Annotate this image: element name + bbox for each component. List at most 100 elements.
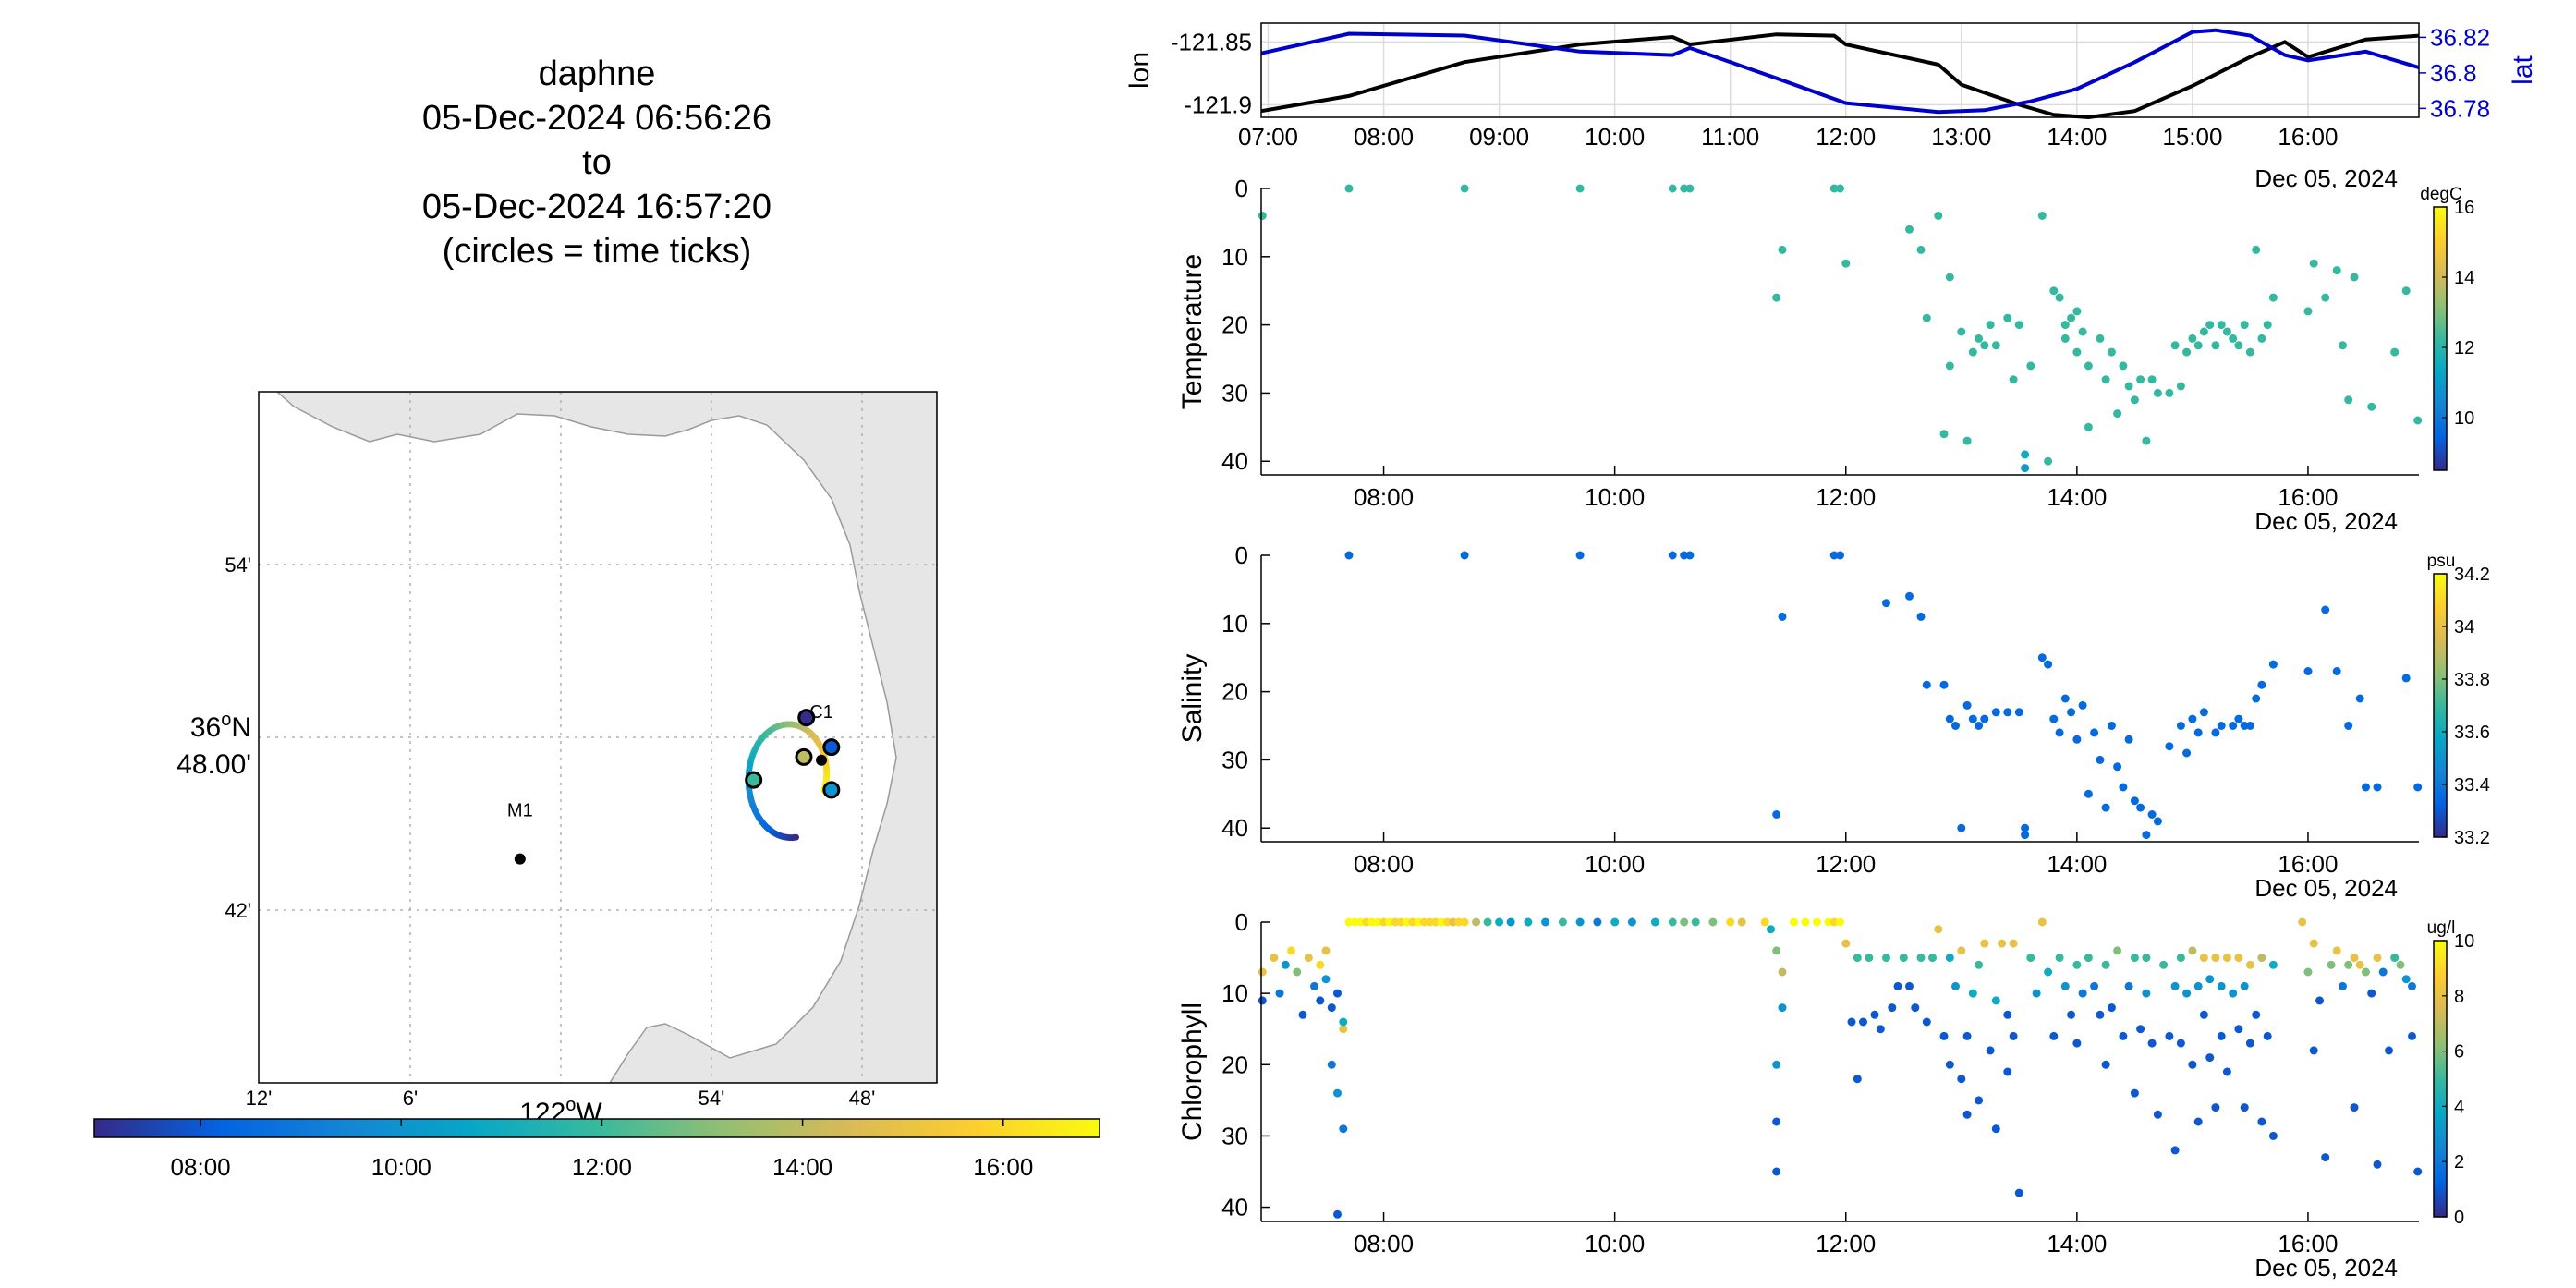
chlorophyll-point bbox=[2373, 1160, 2382, 1169]
temperature-point bbox=[1934, 212, 1943, 220]
chlorophyll-point bbox=[2339, 981, 2347, 990]
salinity-point bbox=[1922, 680, 1931, 689]
map-water bbox=[259, 392, 937, 1083]
chlorophyll-xtick-label: 12:00 bbox=[1816, 1230, 1876, 1258]
lonlat-xtick-label: 14:00 bbox=[2047, 123, 2107, 151]
chlorophyll-point bbox=[2193, 1117, 2203, 1126]
temperature-point bbox=[2084, 422, 2093, 431]
chlorophyll-point bbox=[2199, 1010, 2208, 1019]
chlorophyll-ytick-label: 0 bbox=[1235, 908, 1248, 936]
chlorophyll-point bbox=[1870, 1010, 1879, 1019]
salinity-point bbox=[2193, 728, 2203, 737]
chlorophyll-point bbox=[2032, 989, 2041, 998]
salinity-point bbox=[2021, 823, 2030, 832]
chlorophyll-point bbox=[1772, 1117, 1781, 1126]
temperature-colorbar-tick-label: 12 bbox=[2454, 338, 2474, 358]
lat-tick-label: 36.82 bbox=[2430, 23, 2490, 51]
temperature-xtick-label: 14:00 bbox=[2047, 483, 2107, 511]
temperature-point bbox=[2026, 361, 2035, 371]
chlorophyll-point bbox=[2188, 1060, 2197, 1069]
temperature-colorbar-label: degC bbox=[2420, 185, 2461, 204]
chlorophyll-point bbox=[2217, 981, 2226, 990]
lat-axis-label: lat bbox=[2508, 55, 2538, 84]
temperature-point bbox=[2165, 388, 2174, 397]
chlorophyll-point bbox=[2130, 1088, 2139, 1098]
chlorophyll-point bbox=[1258, 996, 1267, 1005]
chlorophyll-ytick-label: 30 bbox=[1221, 1122, 1248, 1149]
chlorophyll-point bbox=[1610, 917, 1620, 927]
salinity-point bbox=[2153, 817, 2162, 826]
chlorophyll-point bbox=[2229, 989, 2238, 998]
temperature-ytick-label: 0 bbox=[1235, 175, 1248, 202]
chlorophyll-point bbox=[1991, 1124, 2000, 1134]
chlorophyll-point bbox=[2390, 954, 2400, 963]
chlorophyll-point bbox=[1853, 954, 1862, 963]
temperature-point bbox=[2222, 327, 2231, 336]
temperature-colorbar-tick-label: 14 bbox=[2454, 268, 2474, 288]
chlorophyll-point bbox=[2350, 954, 2359, 963]
chlorophyll-point bbox=[1980, 939, 1989, 948]
time-tick-circles bbox=[745, 709, 841, 799]
lonlat-xtick-label: 10:00 bbox=[1585, 123, 1645, 151]
salinity-ytick-label: 0 bbox=[1235, 541, 1248, 569]
title-block: daphne 05-Dec-2024 06:56:26 to 05-Dec-20… bbox=[422, 55, 772, 271]
salinity-point bbox=[1882, 599, 1890, 608]
chlorophyll-point bbox=[1310, 981, 1318, 990]
chlorophyll-point bbox=[1333, 989, 1342, 998]
temperature-point bbox=[2199, 327, 2208, 336]
chlorophyll-point bbox=[2136, 1025, 2145, 1034]
temperature-point bbox=[2067, 313, 2076, 322]
chlorophyll-point bbox=[2396, 960, 2405, 969]
time-tick-circle bbox=[822, 738, 841, 757]
salinity-point bbox=[2107, 722, 2116, 730]
salinity-point bbox=[2003, 708, 2012, 717]
chlorophyll-point bbox=[2003, 1067, 2012, 1076]
chlorophyll-point bbox=[1899, 954, 1908, 963]
temperature-point bbox=[2021, 450, 2030, 459]
title-line-5: (circles = time ticks) bbox=[443, 232, 752, 271]
lonlat-xtick-label: 15:00 bbox=[2162, 123, 2222, 151]
chlorophyll-point bbox=[1379, 917, 1389, 927]
salinity-point bbox=[2217, 722, 2226, 730]
chlorophyll-point bbox=[1760, 917, 1769, 927]
salinity-point bbox=[2078, 700, 2087, 710]
map-land bbox=[275, 392, 937, 1083]
chlorophyll-point bbox=[1281, 960, 1290, 969]
temperature-point bbox=[2037, 212, 2047, 220]
chlorophyll-point bbox=[1968, 989, 1977, 998]
salinity-xtick-label: 08:00 bbox=[1354, 850, 1414, 878]
salinity-point bbox=[1575, 551, 1585, 560]
lonlat-xtick-label: 12:00 bbox=[1816, 123, 1876, 151]
temperature-point bbox=[2044, 456, 2053, 466]
salinity-point bbox=[1968, 714, 1977, 723]
map-frame bbox=[258, 391, 938, 1084]
chlorophyll-point bbox=[2309, 939, 2318, 948]
lonlat-xtick-label: 08:00 bbox=[1354, 123, 1414, 151]
chlorophyll-point bbox=[2159, 960, 2169, 969]
chlorophyll-point bbox=[1472, 917, 1481, 927]
lon-lat-panel: 07:00 08:00 09:00 10:00 11:00 12:00 13:00 14:00… bbox=[1124, 22, 2538, 192]
chlorophyll-point bbox=[2049, 1031, 2059, 1040]
chlorophyll-point bbox=[2257, 954, 2266, 963]
salinity-point bbox=[2124, 735, 2133, 744]
chlorophyll-point bbox=[1998, 939, 2007, 948]
temperature-xtick-label: 08:00 bbox=[1354, 483, 1414, 511]
chlorophyll-colorbar-tick-label: 0 bbox=[2454, 1208, 2464, 1228]
salinity-point bbox=[1957, 823, 1966, 832]
chlorophyll-point bbox=[1801, 917, 1810, 927]
time-colorbar-ticks: 08:00 10:00 12:00 14:00 16:00 bbox=[171, 1119, 1033, 1181]
chlorophyll-point bbox=[2401, 975, 2411, 984]
chlorophyll-point bbox=[2385, 1046, 2393, 1055]
chlorophyll-ytick-label: 40 bbox=[1221, 1194, 1248, 1221]
temperature-point bbox=[2367, 402, 2376, 411]
chlorophyll-point bbox=[2170, 981, 2180, 990]
chlorophyll-point bbox=[1778, 1003, 1787, 1013]
temperature-point bbox=[2309, 259, 2318, 268]
chlorophyll-point bbox=[2084, 954, 2093, 963]
chlorophyll-point bbox=[1524, 917, 1533, 927]
salinity-point bbox=[1778, 612, 1787, 621]
temperature-point bbox=[2072, 347, 2082, 357]
salinity-point bbox=[1460, 551, 1469, 560]
salinity-point bbox=[2362, 783, 2370, 792]
